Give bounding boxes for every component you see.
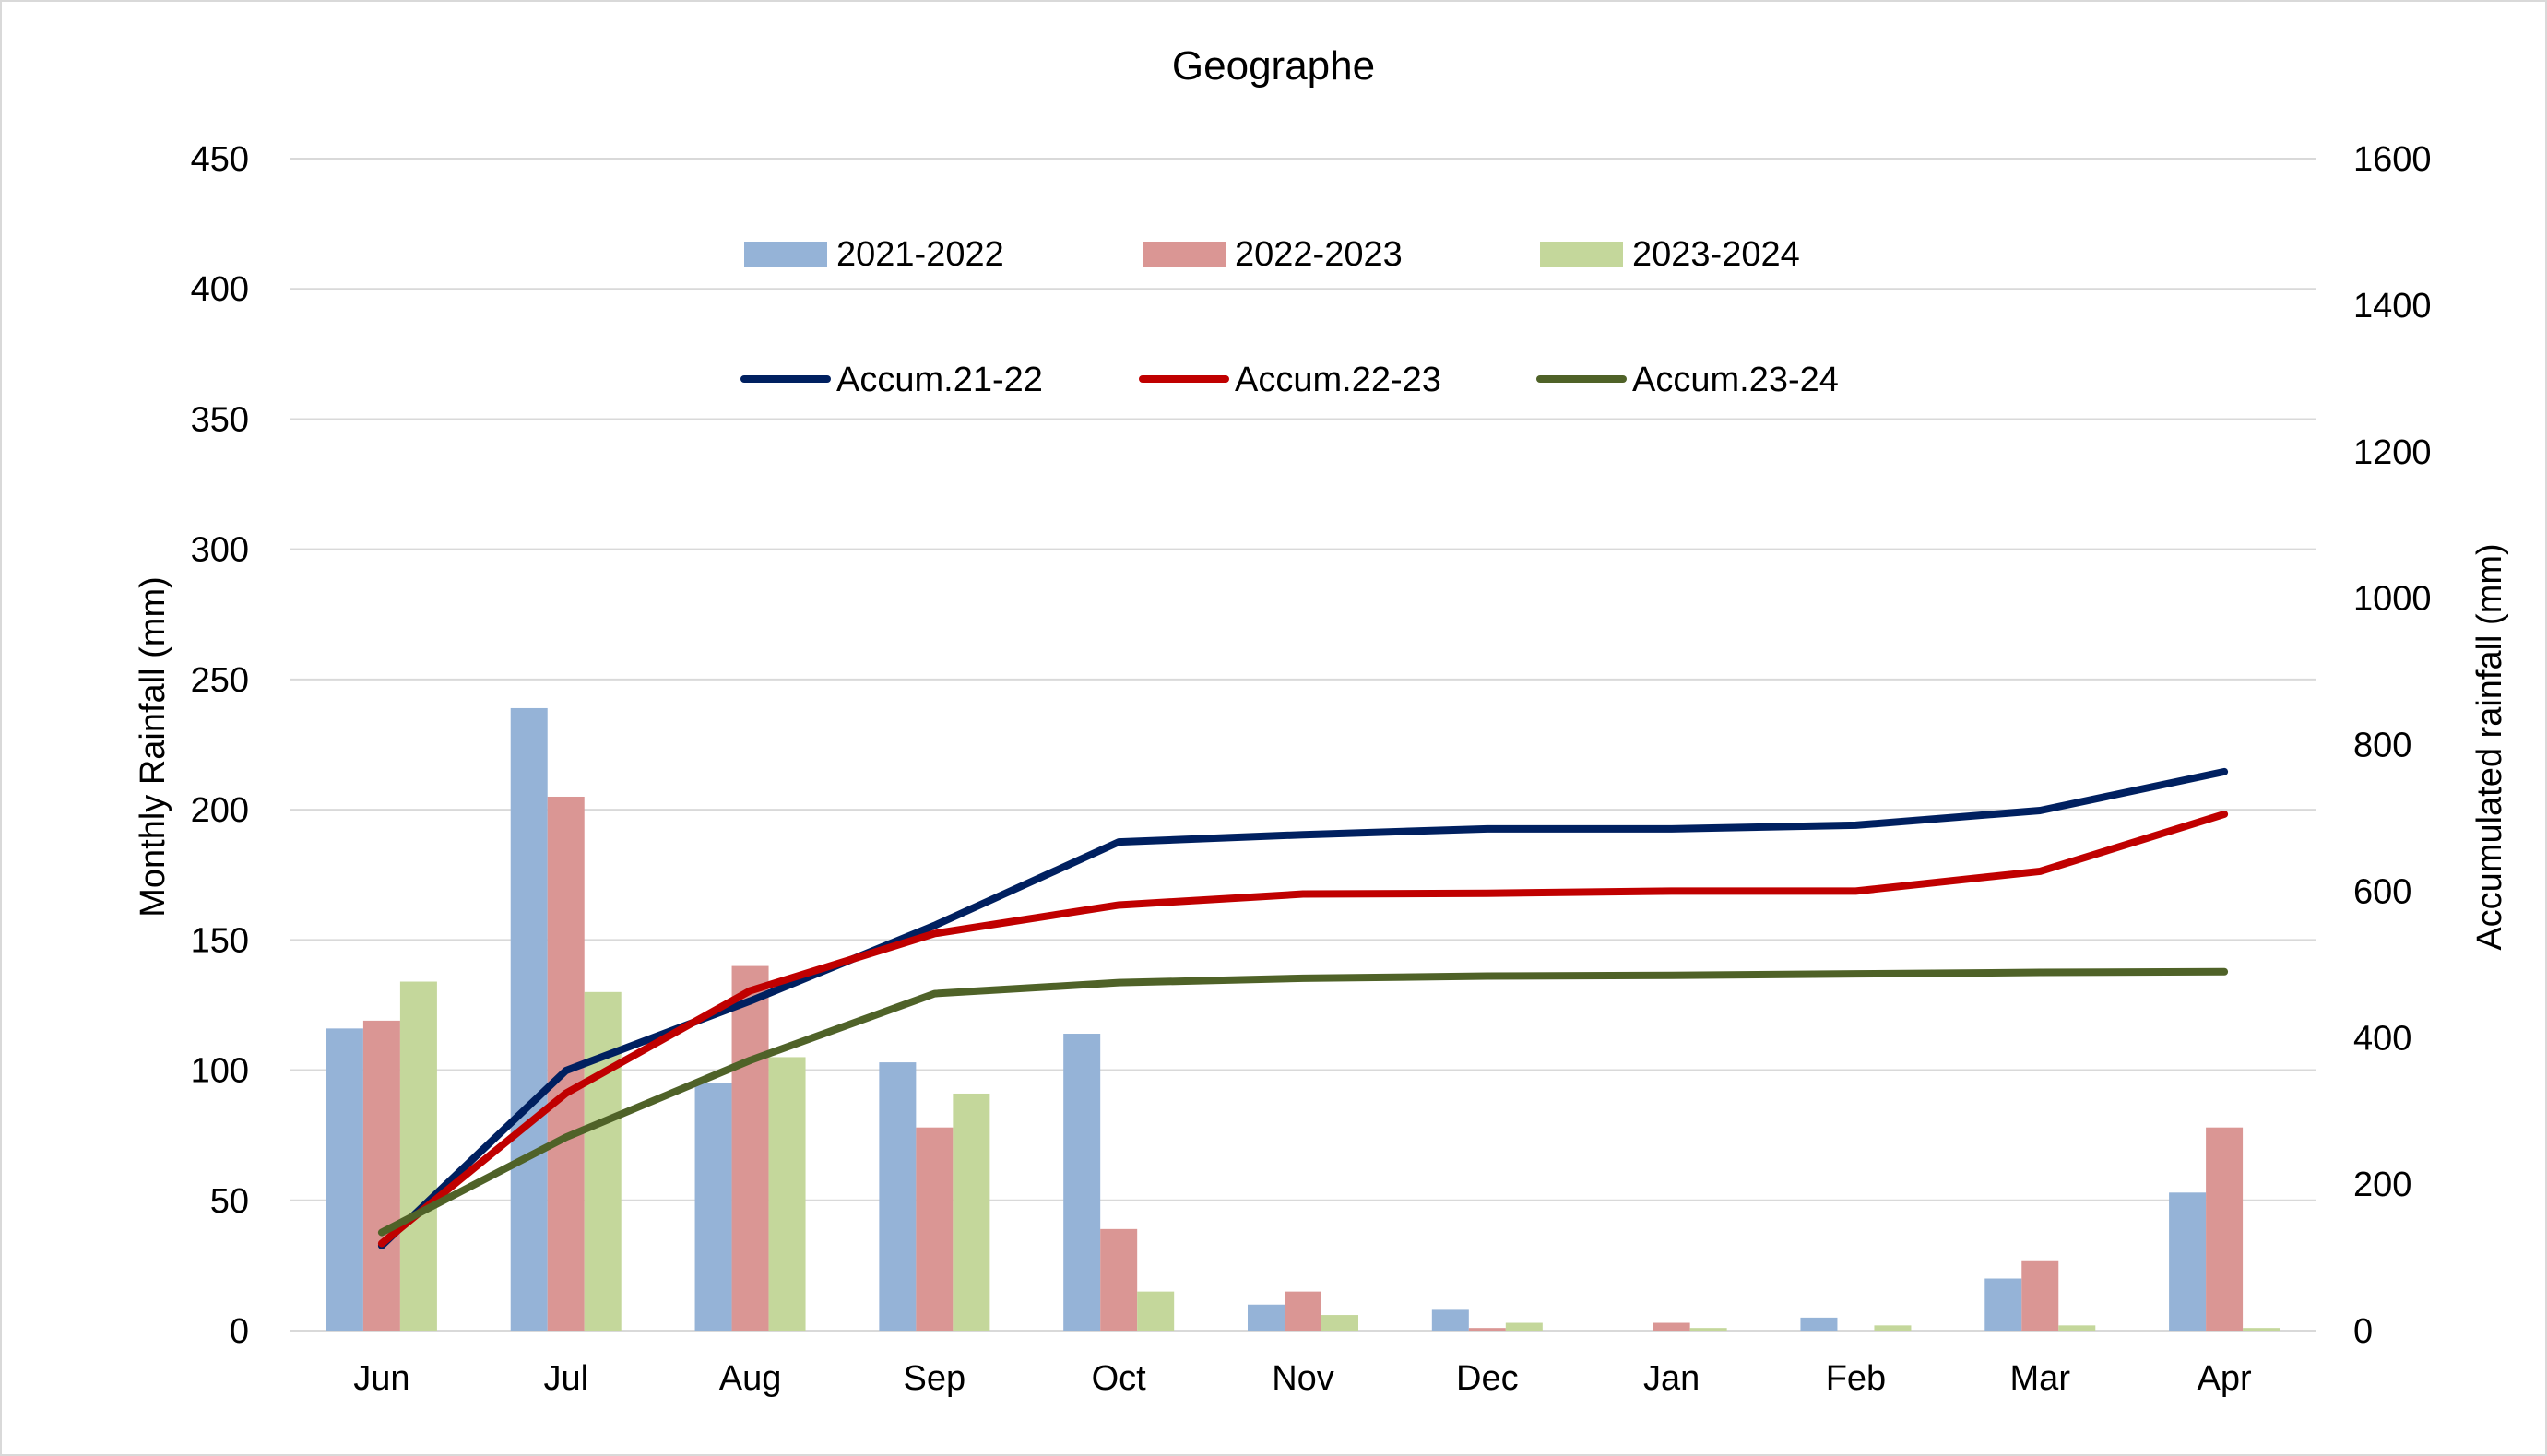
bar — [1100, 1228, 1138, 1331]
bar — [1505, 1322, 1543, 1331]
bar — [1248, 1304, 1285, 1331]
bar — [2021, 1260, 2059, 1331]
x-tick-label: Jun — [353, 1359, 409, 1398]
legend-swatch — [1540, 242, 1623, 267]
right-tick-label: 1600 — [2353, 140, 2432, 179]
bar — [2169, 1192, 2207, 1331]
series-line — [377, 810, 2229, 1248]
series-line — [377, 767, 2229, 1249]
chart-title: Geographe — [1172, 43, 1375, 89]
bar — [1800, 1317, 1838, 1331]
legend-entry: Accum.22-23 — [1235, 361, 1441, 399]
bar — [1063, 1034, 1101, 1331]
bar — [768, 1057, 806, 1331]
bar — [326, 1028, 363, 1331]
bar — [694, 1083, 732, 1331]
right-tick-label: 0 — [2353, 1312, 2373, 1351]
bar — [2243, 1328, 2280, 1331]
right-tick-label: 600 — [2353, 872, 2411, 911]
bar — [1321, 1315, 1358, 1331]
right-axis-label: Accumulated rainfall (mm) — [2470, 543, 2509, 950]
x-tick-label: Oct — [1092, 1359, 1147, 1398]
bar — [1689, 1328, 1727, 1331]
right-axis-ticks: 0 200 400 600 800 1000 1200 1400 1600 — [2353, 140, 2432, 1351]
bar — [953, 1093, 990, 1331]
left-tick-label: 250 — [191, 661, 249, 700]
accumulation-lines — [377, 767, 2229, 1249]
bar — [1653, 1322, 1690, 1331]
left-tick-label: 400 — [191, 270, 249, 309]
x-tick-label: Aug — [719, 1359, 782, 1398]
bar — [2058, 1325, 2096, 1331]
legend: 2021-2022 2022-2023 2023-2024 Accum.21-22 Ac… — [740, 235, 1839, 399]
bar — [879, 1062, 917, 1331]
x-tick-label: Apr — [2198, 1359, 2252, 1398]
bar — [584, 991, 622, 1331]
left-tick-label: 350 — [191, 400, 249, 439]
bar — [1285, 1291, 1321, 1331]
left-tick-label: 50 — [210, 1182, 249, 1221]
left-tick-label: 200 — [191, 791, 249, 830]
bar — [510, 707, 548, 1331]
right-tick-label: 1000 — [2353, 580, 2432, 619]
bar — [1431, 1309, 1469, 1331]
left-tick-label: 450 — [191, 140, 249, 179]
legend-entry: Accum.23-24 — [1632, 361, 1839, 399]
left-axis-label: Monthly Rainfall (mm) — [134, 576, 172, 917]
legend-swatch — [1143, 242, 1226, 267]
legend-entry: 2022-2023 — [1235, 235, 1403, 274]
bar — [1468, 1328, 1506, 1331]
legend-swatch — [744, 242, 827, 267]
x-tick-label: Sep — [904, 1359, 966, 1398]
left-tick-label: 0 — [230, 1312, 249, 1351]
legend-entry: 2023-2024 — [1632, 235, 1800, 274]
left-tick-label: 150 — [191, 921, 249, 960]
x-tick-label: Dec — [1456, 1359, 1519, 1398]
x-axis-ticks: Jun Jul Aug Sep Oct Nov Dec Jan Feb Mar Apr — [353, 1359, 2252, 1398]
right-tick-label: 800 — [2353, 727, 2411, 765]
legend-entry: Accum.21-22 — [836, 361, 1043, 399]
bar — [916, 1127, 954, 1331]
x-tick-label: Feb — [1826, 1359, 1886, 1398]
left-tick-label: 100 — [191, 1052, 249, 1091]
series-line — [377, 967, 2229, 1237]
gridlines — [290, 158, 2316, 1332]
legend-entry: 2021-2022 — [836, 235, 1004, 274]
bars — [326, 707, 2280, 1331]
x-tick-label: Mar — [2010, 1359, 2071, 1398]
x-tick-label: Jul — [543, 1359, 588, 1398]
left-axis-ticks: 0 50 100 150 200 250 300 350 400 450 — [191, 140, 249, 1351]
left-tick-label: 300 — [191, 531, 249, 570]
bar — [2206, 1127, 2244, 1331]
x-tick-label: Jan — [1643, 1359, 1700, 1398]
bar — [731, 965, 769, 1331]
right-tick-label: 1400 — [2353, 287, 2432, 326]
bar — [1984, 1278, 2022, 1331]
bar — [399, 981, 437, 1331]
x-tick-label: Nov — [1272, 1359, 1334, 1398]
bar — [362, 1020, 400, 1331]
right-tick-label: 400 — [2353, 1019, 2411, 1058]
bar — [1137, 1291, 1175, 1331]
right-tick-label: 1200 — [2353, 433, 2432, 472]
right-tick-label: 200 — [2353, 1166, 2411, 1204]
bar — [1874, 1325, 1912, 1331]
